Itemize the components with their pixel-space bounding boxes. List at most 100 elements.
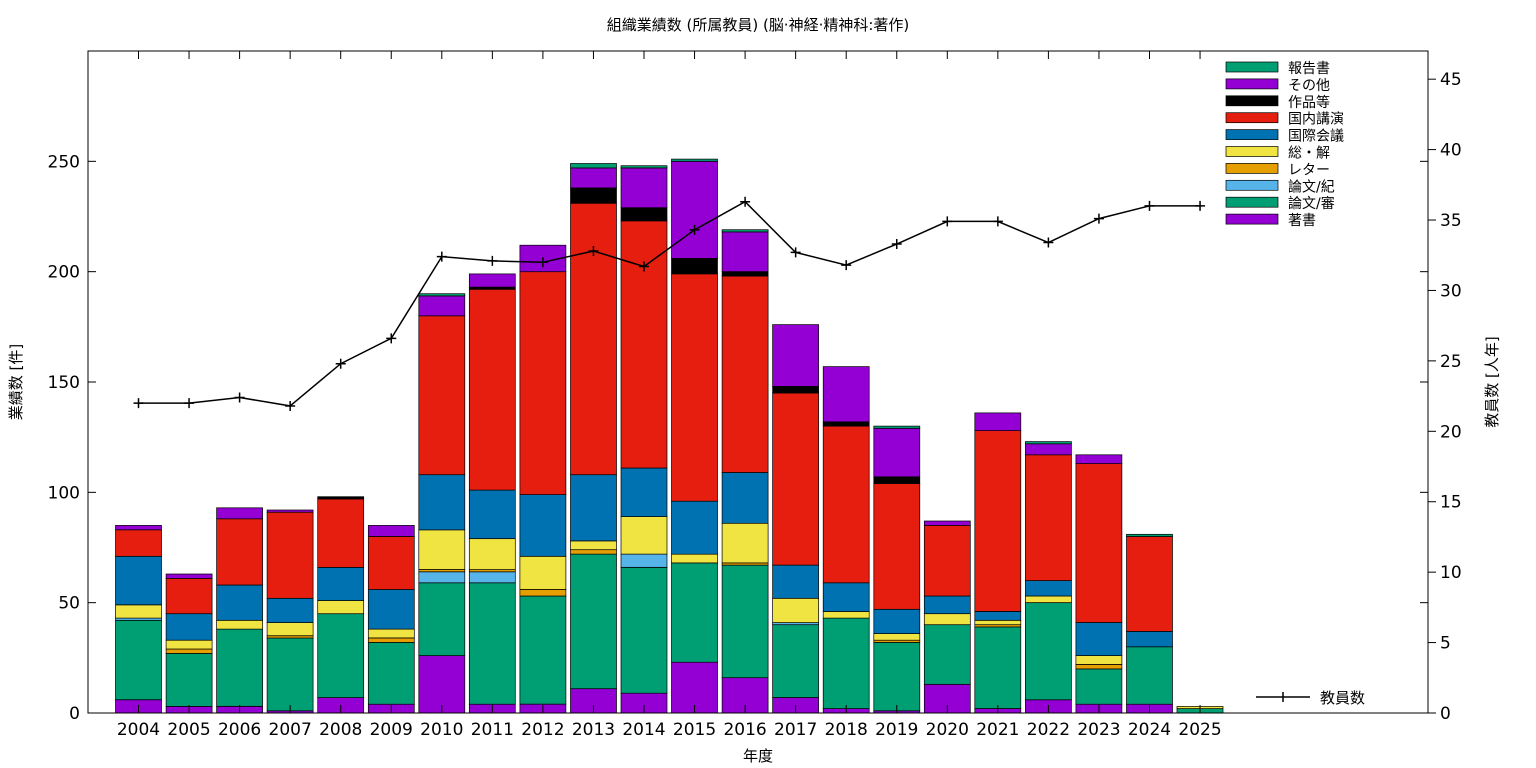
- x-tick-label: 2014: [622, 720, 665, 740]
- bar-2013-s5: [570, 474, 617, 542]
- x-tick-label: 2006: [218, 720, 261, 740]
- legend-swatch: [1225, 78, 1279, 90]
- y-axis-label: 業績数 [件]: [7, 344, 25, 420]
- bar-2016-s9: [721, 229, 769, 233]
- bar-2009-s5: [367, 589, 415, 630]
- bar-2018-s4: [822, 611, 870, 619]
- bar-2021-s6: [974, 430, 1022, 612]
- x-tick-label: 2012: [521, 720, 564, 740]
- x-tick-label: 2009: [370, 720, 413, 740]
- line-point-2017: [790, 247, 801, 258]
- bar-2016-s8: [721, 231, 769, 272]
- bar-2019-s6: [873, 483, 921, 610]
- bar-2016-s1: [721, 564, 769, 679]
- bar-2010-s4: [418, 529, 466, 570]
- y-tick-label: 200: [48, 263, 80, 283]
- y2-tick-label: 10: [1440, 563, 1462, 583]
- bar-2020-s1: [923, 624, 971, 685]
- bar-2024-s1: [1126, 646, 1173, 705]
- bar-2004-s5: [115, 555, 162, 606]
- legend-label: 論文/審: [1288, 196, 1335, 212]
- bar-2007-s1: [266, 637, 314, 712]
- bar-2009-s8: [367, 525, 415, 537]
- line-point-2013: [588, 246, 599, 257]
- bar-2005-s4: [165, 639, 213, 650]
- bar-2015-s5: [671, 500, 718, 555]
- bar-2018-s6: [822, 425, 870, 584]
- bar-2011-s6: [468, 288, 516, 491]
- y2-tick-label: 40: [1440, 141, 1462, 161]
- bar-2016-s7: [721, 271, 769, 277]
- bar-2009-s4: [367, 628, 415, 639]
- bar-2012-s3: [519, 589, 567, 597]
- legend-label: その他: [1288, 78, 1330, 94]
- y2-tick-label: 35: [1440, 211, 1462, 231]
- bar-2010-s1: [418, 582, 466, 656]
- bar-2009-s1: [367, 642, 415, 705]
- bar-2010-s8: [418, 295, 466, 317]
- bar-2006-s1: [216, 628, 263, 707]
- bar-2010-s9: [418, 293, 466, 297]
- bar-2017-s1: [772, 624, 819, 698]
- bar-2010-s5: [418, 474, 466, 531]
- bar-2016-s4: [721, 522, 769, 564]
- bar-2013-s1: [570, 553, 617, 690]
- legend-label: 報告書: [1288, 61, 1330, 77]
- bar-2021-s4: [974, 619, 1022, 626]
- bar-2017-s8: [772, 324, 819, 387]
- y2-tick-label: 0: [1440, 704, 1451, 724]
- line-point-2022: [1043, 237, 1054, 248]
- bar-2007-s8: [266, 509, 314, 513]
- bar-2019-s8: [873, 427, 921, 478]
- bar-2008-s1: [317, 613, 365, 698]
- legend-swatch: [1225, 196, 1279, 208]
- bar-2008-s4: [317, 600, 365, 615]
- legend-swatch: [1225, 129, 1279, 140]
- bar-2019-s4: [873, 633, 921, 641]
- bar-2022-s6: [1025, 454, 1072, 581]
- bar-2019-s1: [873, 642, 921, 712]
- line-point-2024: [1144, 200, 1155, 211]
- bar-2011-s5: [468, 489, 516, 539]
- bar-2023-s5: [1075, 622, 1123, 656]
- x-tick-label: 2010: [420, 720, 463, 740]
- bar-2006-s6: [216, 518, 263, 586]
- line-point-2007: [285, 400, 296, 411]
- y-axis: 0 50 100 150 200 250: [48, 152, 1428, 724]
- legend-label: 論文/紀: [1288, 179, 1335, 195]
- bar-2018-s7: [822, 421, 870, 427]
- legend-label: 作品等: [1288, 94, 1330, 111]
- bar-2019-s7: [873, 476, 921, 484]
- bar-2009-s6: [367, 536, 415, 590]
- bar-2004-s8: [115, 525, 162, 531]
- bar-2021-s8: [974, 412, 1022, 431]
- bar-2010-s0: [418, 655, 466, 714]
- y2-axis-label: 教員数 [人年]: [1483, 336, 1501, 427]
- bar-2020-s5: [923, 595, 971, 615]
- x-tick-label: 2023: [1077, 720, 1120, 740]
- line-point-2021: [992, 216, 1003, 227]
- line-teachers: [138, 200, 1200, 407]
- bar-2022-s9: [1025, 441, 1072, 445]
- bar-2008-s5: [317, 567, 365, 601]
- bar-2013-s7: [570, 187, 617, 204]
- bar-2018-s5: [822, 582, 870, 612]
- line-point-2020: [942, 216, 953, 227]
- line-point-2014: [639, 261, 649, 272]
- bar-2021-s5: [974, 611, 1022, 621]
- x-tick-label: 2005: [167, 720, 210, 740]
- x-axis-label: 年度: [743, 747, 773, 765]
- bar-2021-s1: [974, 626, 1022, 709]
- bar-2006-s5: [216, 584, 263, 621]
- bar-2023-s3: [1075, 664, 1123, 670]
- line-point-2010: [436, 251, 447, 262]
- x-tick-label: 2020: [926, 720, 969, 740]
- y2-tick-label: 20: [1440, 422, 1462, 442]
- bar-2019-s9: [873, 425, 921, 429]
- bar-2014-s5: [620, 467, 668, 517]
- x-tick-label: 2017: [774, 720, 817, 740]
- bar-2004-s6: [115, 529, 162, 557]
- x-tick-label: 2015: [673, 720, 716, 740]
- y-tick-label: 100: [48, 483, 80, 503]
